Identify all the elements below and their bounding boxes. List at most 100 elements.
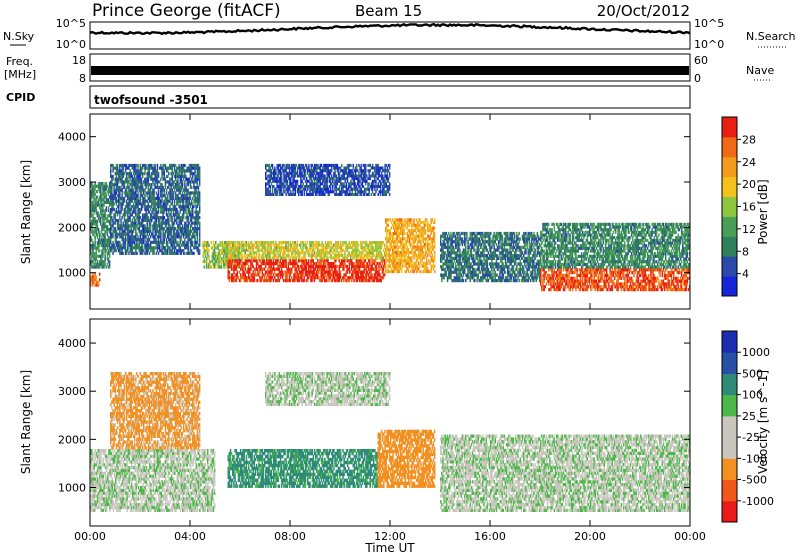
data-cell (94, 217, 96, 221)
data-cell (176, 199, 178, 203)
data-cell (164, 199, 167, 203)
data-cell (285, 256, 287, 260)
data-cell (270, 246, 273, 250)
data-cell (188, 251, 191, 255)
data-cell (176, 185, 178, 189)
data-cell (90, 195, 92, 199)
data-cell (242, 241, 244, 244)
data-cell (352, 246, 354, 250)
data-cell (416, 242, 419, 246)
data-cell (124, 229, 127, 233)
data-cell (118, 191, 120, 195)
data-cell (118, 221, 120, 225)
data-cell (187, 210, 189, 214)
data-cell (168, 238, 170, 242)
data-cell (132, 183, 135, 187)
data-cell (405, 270, 407, 274)
data-cell (102, 225, 104, 229)
data-cell (431, 242, 434, 246)
data-cell (329, 270, 331, 274)
data-cell (101, 254, 103, 258)
data-cell (100, 257, 102, 261)
data-cell (267, 267, 269, 271)
data-cell (170, 163, 172, 167)
data-cell (91, 257, 93, 261)
data-cell (260, 279, 262, 283)
data-cell (173, 169, 176, 173)
data-cell (100, 184, 102, 188)
data-cell (205, 246, 208, 250)
data-cell (155, 221, 158, 225)
data-cell (91, 190, 93, 194)
data-cell (93, 187, 95, 191)
data-cell (176, 180, 178, 184)
data-cell (110, 249, 112, 253)
data-cell (179, 218, 181, 222)
data-cell (198, 240, 201, 244)
data-cell (160, 216, 162, 220)
data-cell (125, 224, 128, 228)
data-cell (174, 174, 177, 178)
data-cell (163, 202, 165, 206)
data-cell (157, 240, 160, 244)
data-cell (164, 183, 167, 187)
data-cell (154, 177, 156, 181)
data-cell (157, 246, 160, 250)
data-cell (128, 174, 130, 178)
data-cell (146, 232, 148, 236)
data-cell (119, 224, 121, 228)
data-cell (138, 180, 140, 184)
data-cell (102, 192, 104, 196)
data-cell (152, 224, 154, 228)
data-cell (122, 235, 124, 239)
data-cell (144, 172, 146, 176)
data-cell (121, 224, 123, 228)
data-cell (173, 229, 176, 233)
data-cell (118, 205, 120, 209)
data-cell (128, 232, 130, 236)
data-cell (145, 177, 147, 181)
data-cell (197, 169, 200, 173)
data-cell (306, 241, 309, 244)
data-cell (98, 278, 101, 282)
data-cell (168, 180, 170, 184)
data-cell (419, 256, 421, 260)
data-cell (136, 238, 138, 242)
data-cell (115, 174, 118, 178)
data-cell (249, 267, 251, 271)
data-cell (115, 196, 118, 200)
data-cell (405, 253, 407, 257)
data-cell (236, 262, 239, 266)
data-cell (174, 235, 177, 239)
data-cell (294, 253, 296, 257)
data-cell (270, 273, 273, 277)
data-cell (149, 218, 152, 222)
data-cell (169, 251, 171, 255)
data-cell (190, 213, 193, 217)
data-cell (190, 172, 193, 176)
data-cell (128, 191, 130, 195)
data-cell (140, 172, 143, 176)
data-cell (262, 253, 265, 257)
data-cell (141, 194, 144, 198)
data-cell (244, 279, 246, 283)
data-cell (111, 224, 113, 228)
data-cell (242, 273, 244, 277)
data-cell (129, 188, 131, 192)
data-cell (179, 249, 181, 253)
data-cell (388, 240, 390, 244)
data-cell (136, 251, 138, 255)
data-cell (194, 174, 196, 178)
data-cell (309, 248, 311, 252)
data-cell (391, 218, 394, 222)
data-cell (189, 183, 192, 187)
data-cell (332, 246, 335, 250)
data-cell (162, 205, 164, 209)
data-cell (112, 169, 114, 173)
data-cell (171, 169, 173, 173)
data-cell (137, 169, 139, 173)
data-cell (130, 163, 132, 167)
data-cell (193, 235, 195, 239)
data-cell (145, 216, 147, 220)
data-cell (154, 163, 156, 167)
